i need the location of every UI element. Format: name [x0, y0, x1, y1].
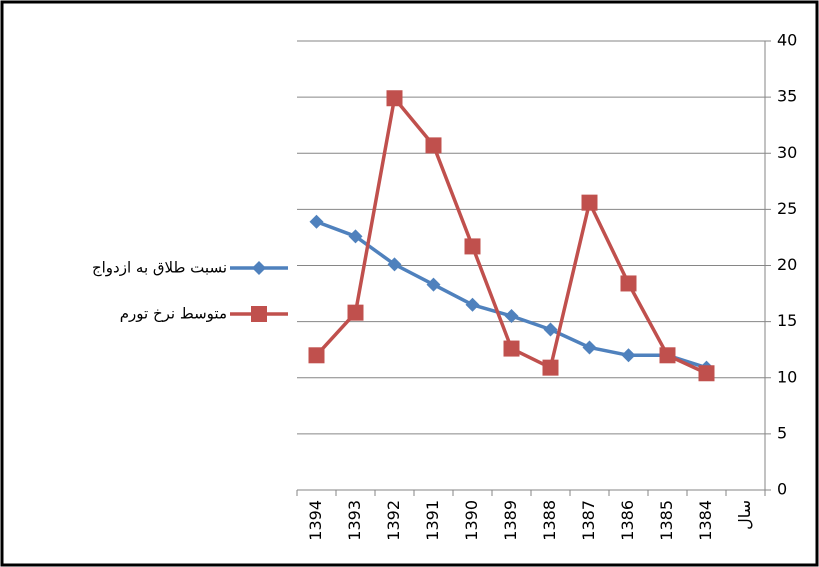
x-tick-label: 1392 [384, 500, 403, 541]
x-tick-label: 1384 [696, 500, 715, 541]
legend-label: نسبت طلاق به ازدواج [92, 259, 227, 278]
point-marker [621, 275, 637, 291]
y-tick-label: 25 [777, 199, 797, 218]
point-marker [465, 238, 481, 254]
x-tick-label: 1391 [423, 500, 442, 541]
point-marker [543, 360, 559, 376]
point-marker [504, 341, 520, 357]
x-tick-label: 1394 [306, 500, 325, 541]
y-tick-label: 40 [777, 31, 797, 50]
legend-label: متوسط نرخ تورم [120, 305, 227, 323]
y-tick-label: 15 [777, 311, 797, 330]
y-tick-label: 35 [777, 87, 797, 106]
point-marker [660, 347, 676, 363]
point-marker [582, 195, 598, 211]
x-tick-label: 1386 [618, 500, 637, 541]
legend-marker [251, 306, 267, 322]
chart-frame [2, 2, 817, 565]
y-tick-label: 10 [777, 367, 797, 386]
chart: 0 5 10 15 20 25 30 35 40 1394 1393 1392 1391 1390 1389… [0, 0, 819, 567]
point-marker [309, 347, 325, 363]
point-marker [426, 137, 442, 153]
x-tick-label: 1388 [540, 500, 559, 541]
point-marker [348, 305, 364, 321]
y-tick-label: 0 [777, 480, 787, 499]
x-tick-label: 1385 [657, 500, 676, 541]
x-tick-label: 1390 [462, 500, 481, 541]
x-axis-label: سال [735, 500, 754, 530]
y-tick-label: 30 [777, 143, 797, 162]
x-tick-label: 1387 [579, 500, 598, 541]
y-tick-label: 20 [777, 255, 797, 274]
y-tick-label: 5 [777, 423, 787, 442]
point-marker [387, 90, 403, 106]
x-tick-label: 1389 [501, 500, 520, 541]
point-marker [699, 365, 715, 381]
x-tick-label: 1393 [345, 500, 364, 541]
